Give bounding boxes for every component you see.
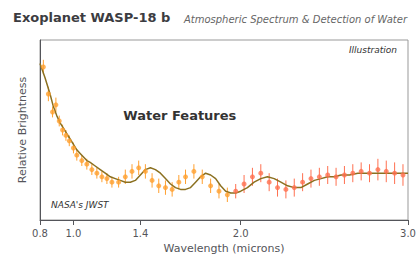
svg-text:0.8: 0.8 xyxy=(32,228,48,239)
svg-text:Exoplanet WASP-18 b: Exoplanet WASP-18 b xyxy=(13,10,170,25)
svg-text:2.0: 2.0 xyxy=(233,228,249,239)
svg-text:Atmospheric Spectrum & Detecti: Atmospheric Spectrum & Detection of Wate… xyxy=(183,14,408,25)
svg-text:1.4: 1.4 xyxy=(132,228,148,239)
svg-text:NASA's JWST: NASA's JWST xyxy=(51,200,110,210)
svg-text:1.0: 1.0 xyxy=(66,228,82,239)
svg-text:Illustration: Illustration xyxy=(349,45,397,55)
svg-text:Wavelength (microns): Wavelength (microns) xyxy=(164,242,285,255)
svg-text:Relative Brightness: Relative Brightness xyxy=(16,77,29,184)
svg-text:Water Features: Water Features xyxy=(123,108,236,123)
svg-text:3.0: 3.0 xyxy=(400,228,416,239)
